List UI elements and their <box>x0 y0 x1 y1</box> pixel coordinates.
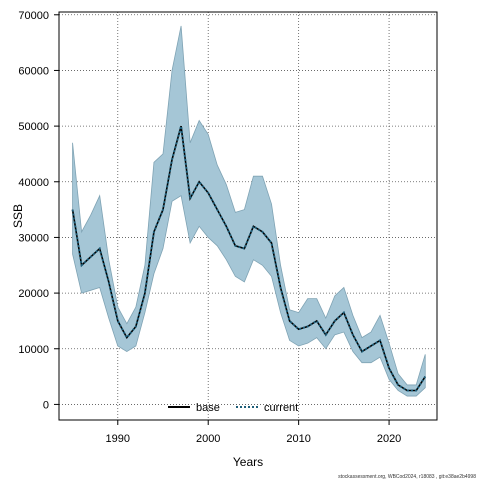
legend: base current <box>168 402 298 414</box>
x-tick-label: 2010 <box>286 433 310 445</box>
series-lines <box>71 125 427 392</box>
y-tick-label: 60000 <box>18 65 49 77</box>
axes: 1990 2000 2010 2020 0 10000 20000 30000 40000 500… <box>18 10 401 445</box>
y-tick-label: 70000 <box>18 10 49 22</box>
legend-label-current: current <box>264 402 298 414</box>
x-tick-label: 2000 <box>196 433 220 445</box>
y-axis-title: SSB <box>11 204 25 228</box>
x-axis-title: Years <box>233 455 263 469</box>
legend-label-base: base <box>196 402 220 414</box>
y-tick-label: 30000 <box>18 232 49 244</box>
y-tick-label: 10000 <box>18 344 49 356</box>
confidence-band <box>72 25 426 397</box>
footer-credit: stockassessment.org, WBCod2024, r18083 ,… <box>338 474 476 480</box>
x-tick-label: 1990 <box>106 433 130 445</box>
series-line-current <box>71 125 427 392</box>
y-tick-label: 0 <box>43 399 49 411</box>
x-tick-label: 2020 <box>377 433 401 445</box>
y-tick-label: 40000 <box>18 177 49 189</box>
y-tick-label: 50000 <box>18 121 49 133</box>
plot-frame <box>58 11 438 421</box>
y-tick-label: 20000 <box>18 288 49 300</box>
